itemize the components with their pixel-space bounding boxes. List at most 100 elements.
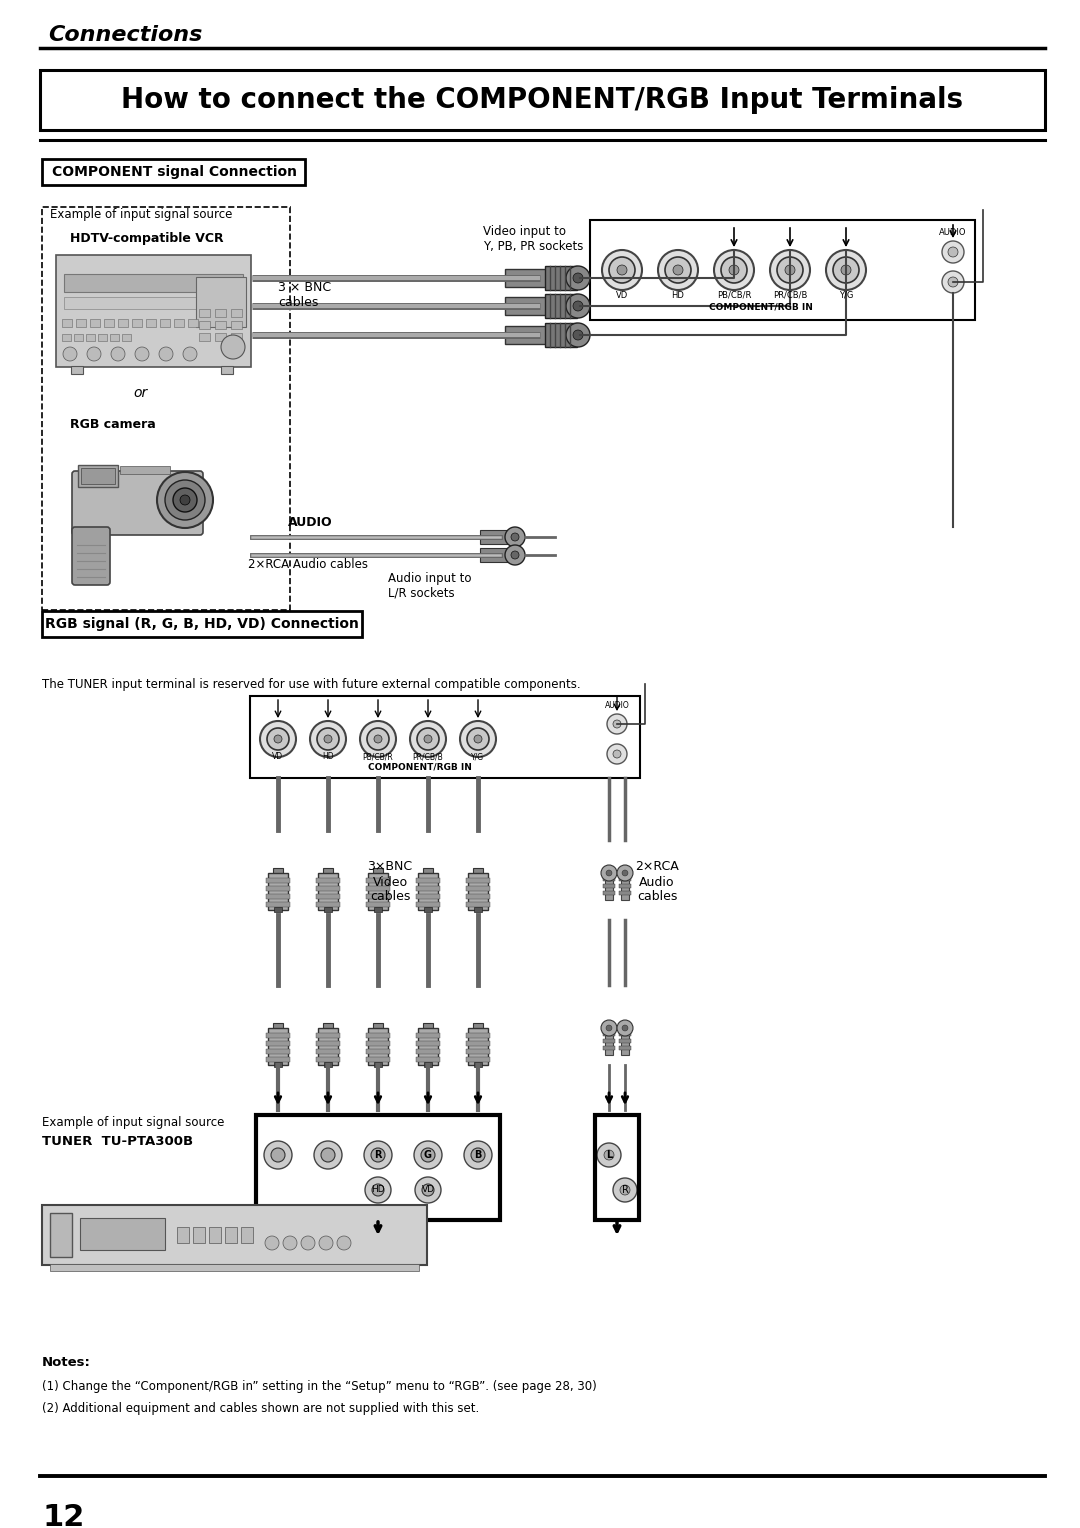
Bar — [424, 908, 432, 912]
Bar — [86, 335, 95, 341]
Bar — [98, 335, 107, 341]
Text: Video input to
Y, PB, PR sockets: Video input to Y, PB, PR sockets — [483, 225, 583, 254]
Circle shape — [505, 545, 525, 565]
Bar — [603, 1047, 615, 1050]
Bar — [465, 886, 490, 891]
Text: PR/CB/B: PR/CB/B — [413, 752, 444, 761]
Bar — [195, 277, 246, 327]
Bar — [603, 1031, 615, 1036]
Bar — [266, 1033, 291, 1038]
Bar — [619, 1039, 631, 1044]
Bar — [619, 885, 631, 888]
Circle shape — [566, 293, 590, 318]
Circle shape — [319, 1236, 333, 1250]
Bar — [465, 1033, 490, 1038]
Circle shape — [566, 266, 590, 290]
Bar — [465, 902, 490, 908]
Circle shape — [785, 264, 795, 275]
Circle shape — [87, 347, 102, 361]
Circle shape — [265, 1236, 279, 1250]
Bar — [373, 1024, 383, 1033]
Bar — [423, 868, 433, 879]
Text: PR/CB/B: PR/CB/B — [773, 290, 807, 299]
Text: 3 × BNC
cables: 3 × BNC cables — [278, 281, 332, 309]
Bar — [132, 319, 141, 327]
Bar — [256, 1115, 500, 1219]
Bar — [231, 321, 242, 329]
Text: HDTV-compatible VCR: HDTV-compatible VCR — [70, 232, 224, 244]
Circle shape — [221, 335, 245, 359]
Bar — [416, 886, 440, 891]
Text: AUDIO: AUDIO — [940, 228, 967, 237]
Circle shape — [410, 721, 446, 756]
Circle shape — [424, 735, 432, 743]
Circle shape — [841, 264, 851, 275]
Circle shape — [301, 1236, 315, 1250]
Circle shape — [602, 251, 642, 290]
Text: R: R — [622, 1186, 629, 1195]
Bar — [323, 868, 333, 879]
Bar — [474, 908, 482, 912]
Bar — [42, 159, 305, 185]
Circle shape — [372, 1148, 384, 1161]
Circle shape — [283, 1236, 297, 1250]
Bar — [416, 1057, 440, 1062]
Bar — [268, 1028, 288, 1065]
Bar — [465, 1057, 490, 1062]
Bar — [619, 1031, 631, 1036]
Text: Y/G: Y/G — [472, 752, 485, 761]
Bar — [416, 902, 440, 908]
Bar — [90, 319, 100, 327]
Bar — [177, 1227, 189, 1242]
Text: PB/CB/R: PB/CB/R — [363, 752, 393, 761]
Bar — [468, 1028, 488, 1065]
Bar — [266, 886, 291, 891]
Bar — [193, 1227, 205, 1242]
Circle shape — [714, 251, 754, 290]
Circle shape — [310, 721, 346, 756]
Bar — [231, 333, 242, 341]
Bar — [603, 1039, 615, 1044]
Circle shape — [360, 721, 396, 756]
Text: VD: VD — [616, 290, 629, 299]
Circle shape — [159, 347, 173, 361]
Bar — [374, 1062, 382, 1067]
Bar — [104, 319, 114, 327]
Text: HD: HD — [372, 1186, 384, 1195]
Circle shape — [948, 248, 958, 257]
Bar — [122, 335, 131, 341]
Circle shape — [474, 735, 482, 743]
Bar — [368, 1028, 388, 1065]
Circle shape — [157, 472, 213, 529]
Circle shape — [274, 735, 282, 743]
Text: How to connect the COMPONENT/RGB Input Terminals: How to connect the COMPONENT/RGB Input T… — [121, 86, 963, 115]
Bar — [603, 891, 615, 895]
Circle shape — [613, 720, 621, 727]
Bar — [316, 902, 340, 908]
Circle shape — [165, 480, 205, 520]
Circle shape — [374, 735, 382, 743]
Bar — [324, 908, 332, 912]
Bar — [473, 868, 483, 879]
Bar — [505, 296, 565, 315]
Bar — [266, 894, 291, 898]
Text: AUDIO: AUDIO — [605, 701, 630, 711]
Bar — [545, 266, 577, 290]
Text: L: L — [606, 1151, 612, 1160]
Circle shape — [573, 330, 583, 341]
Bar — [324, 1062, 332, 1067]
Bar — [465, 1050, 490, 1054]
Text: 2×RCA
Audio
cables: 2×RCA Audio cables — [635, 860, 679, 903]
Bar — [80, 1218, 165, 1250]
Bar — [619, 891, 631, 895]
Bar — [505, 269, 565, 287]
Circle shape — [770, 251, 810, 290]
Bar — [603, 877, 615, 882]
Circle shape — [620, 1186, 630, 1195]
Bar — [50, 1264, 419, 1271]
Circle shape — [367, 727, 389, 750]
Bar — [199, 309, 210, 316]
Bar — [210, 1227, 221, 1242]
Text: COMPONENT signal Connection: COMPONENT signal Connection — [52, 165, 297, 179]
Bar — [215, 321, 226, 329]
